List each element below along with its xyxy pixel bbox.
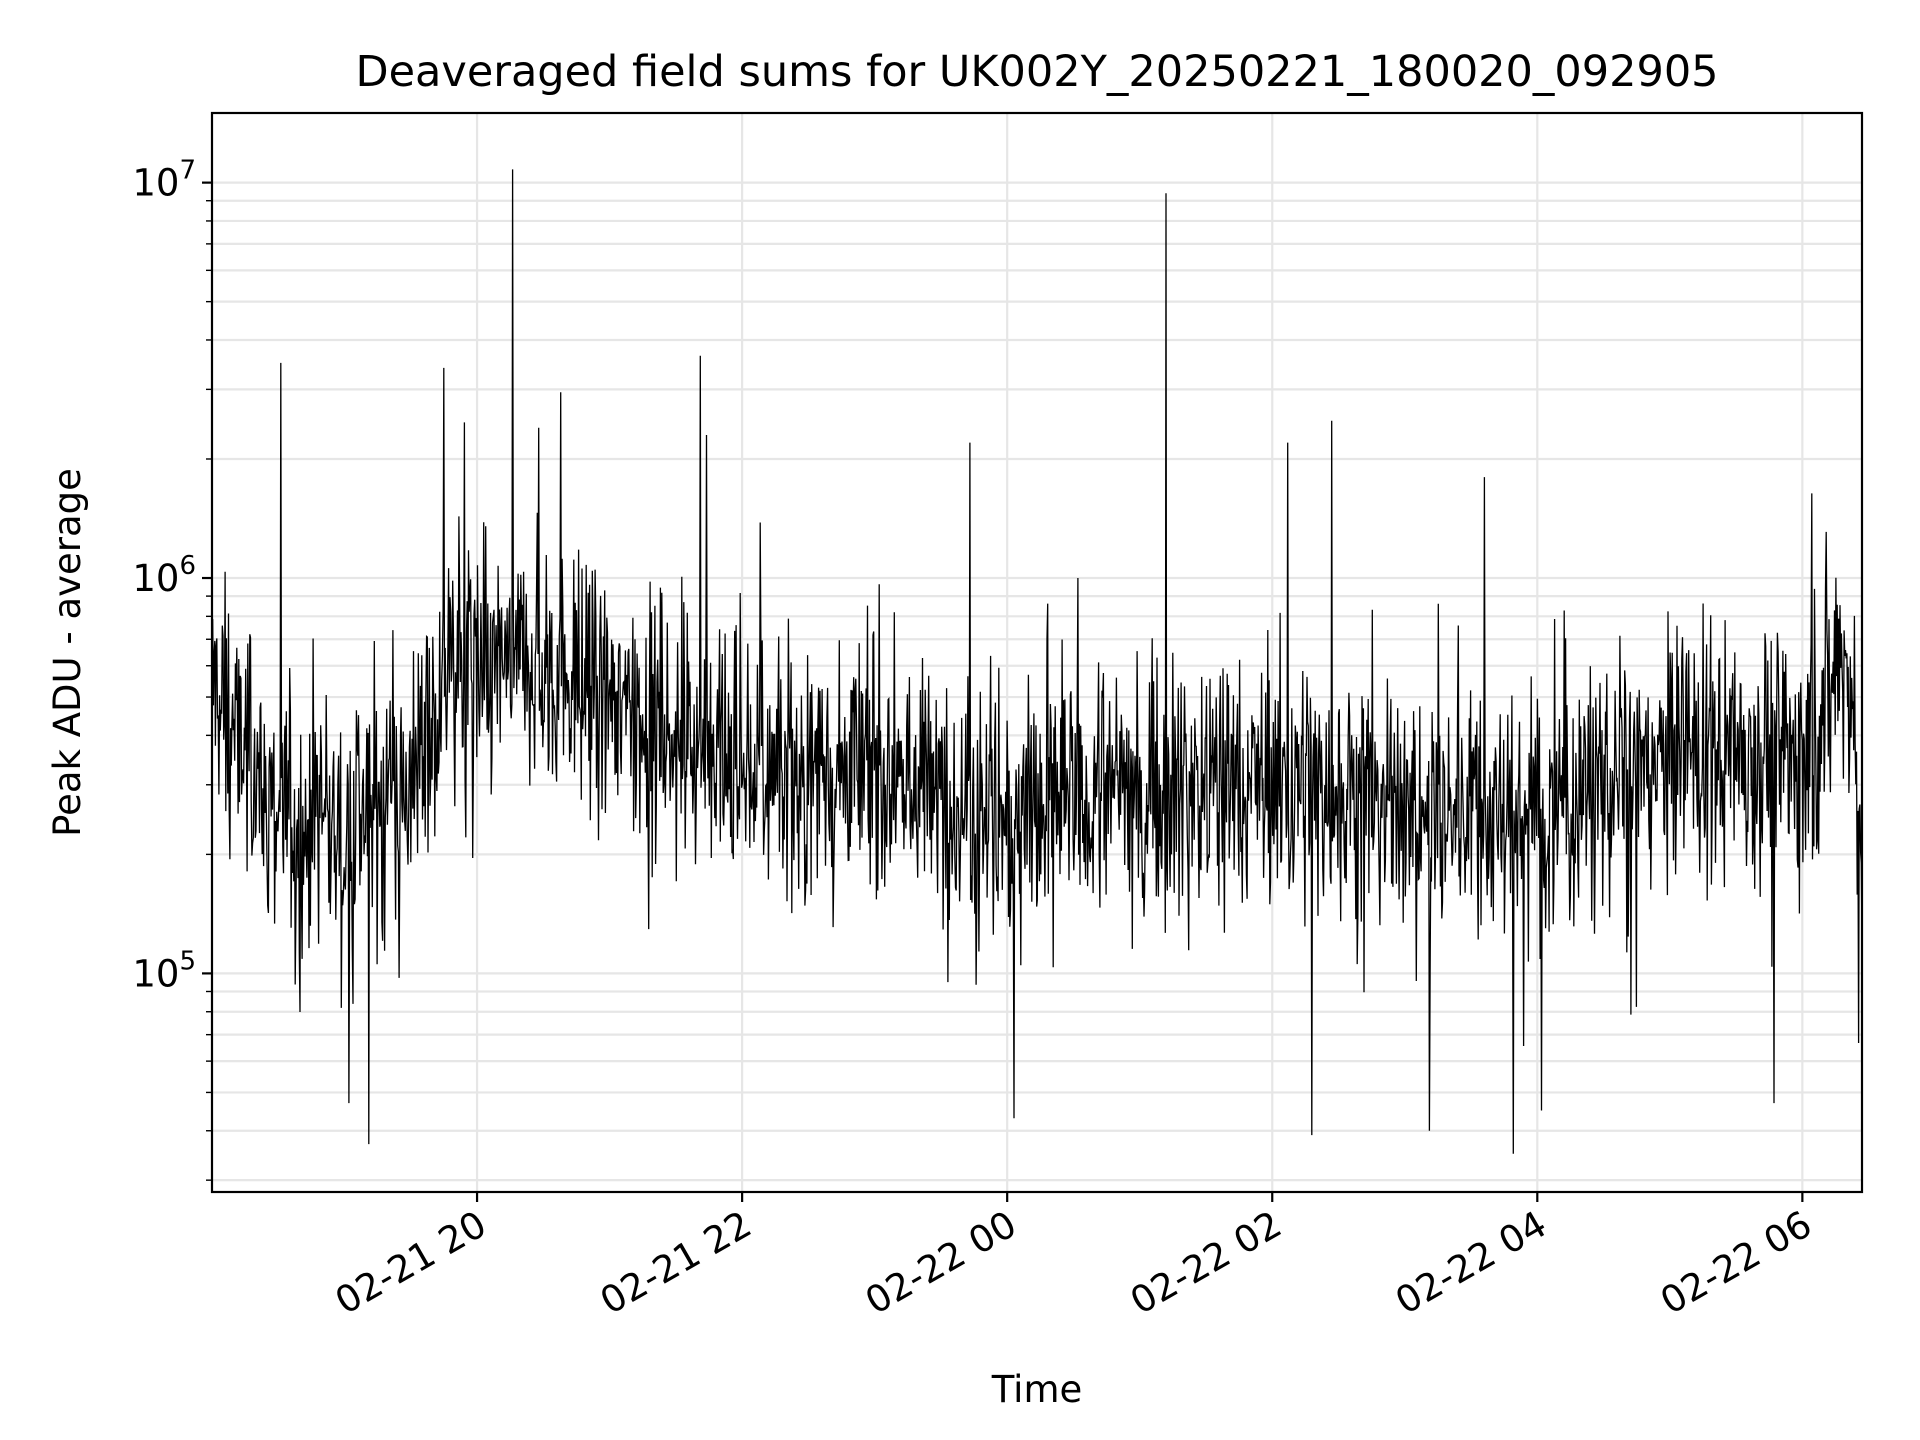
y-tick-base: 10 bbox=[132, 162, 179, 205]
x-axis-label: Time bbox=[991, 1368, 1083, 1411]
y-tick-label: 105 bbox=[132, 946, 196, 995]
y-tick-base: 10 bbox=[132, 952, 179, 995]
y-tick-label: 106 bbox=[132, 551, 196, 600]
y-tick-label: 107 bbox=[132, 156, 196, 205]
series-line bbox=[211, 169, 1863, 1154]
y-tick-exponent: 5 bbox=[179, 946, 196, 976]
y-tick-base: 10 bbox=[132, 557, 179, 600]
y-tick-exponent: 6 bbox=[179, 551, 196, 581]
series-group bbox=[211, 169, 1863, 1154]
y-axis-label: Peak ADU - average bbox=[46, 468, 89, 837]
plot-frame bbox=[210, 111, 1864, 1194]
chart-title: Deaveraged field sums for UK002Y_2025022… bbox=[355, 47, 1718, 97]
y-tick-exponent: 7 bbox=[179, 156, 196, 186]
